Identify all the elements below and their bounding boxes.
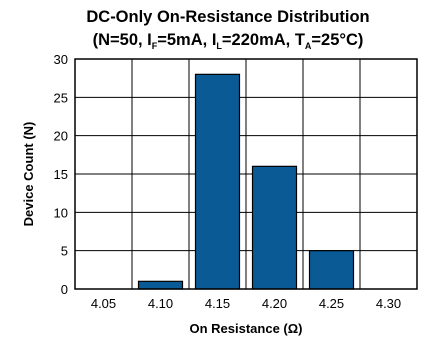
bars [137,73,355,290]
y-tick-label: 30 [54,52,68,67]
bar-4-20 [251,165,298,290]
bar-4-25 [308,250,355,290]
chart-title-line1: DC-Only On-Resistance Distribution [86,8,369,26]
y-tick-label: 10 [54,205,68,220]
grid-lines [75,59,417,289]
x-tick-label: 4.25 [319,296,344,311]
y-tick-label: 25 [54,90,68,105]
y-axis-label: Device Count (N) [21,122,36,227]
chart-title-line2: (N=50, IF=5mA, IL=220mA, TA=25°C) [93,31,364,51]
y-tick-label: 15 [54,167,68,182]
x-axis-ticks: 4.05 4.10 4.15 4.20 4.25 4.30 [91,296,401,311]
x-tick-label: 4.30 [376,296,401,311]
x-axis-label: On Resistance (Ω) [189,321,302,336]
bar-4-10 [137,280,184,290]
x-tick-label: 4.05 [91,296,116,311]
x-tick-label: 4.10 [148,296,173,311]
y-tick-label: 5 [61,244,68,259]
y-tick-label: 20 [54,129,68,144]
y-tick-label: 0 [61,282,68,297]
x-tick-label: 4.15 [205,296,230,311]
y-axis-ticks: 0 5 10 15 20 25 30 [54,52,68,297]
x-tick-label: 4.20 [262,296,287,311]
plot-frame [74,58,418,290]
bar-4-15 [194,73,241,290]
